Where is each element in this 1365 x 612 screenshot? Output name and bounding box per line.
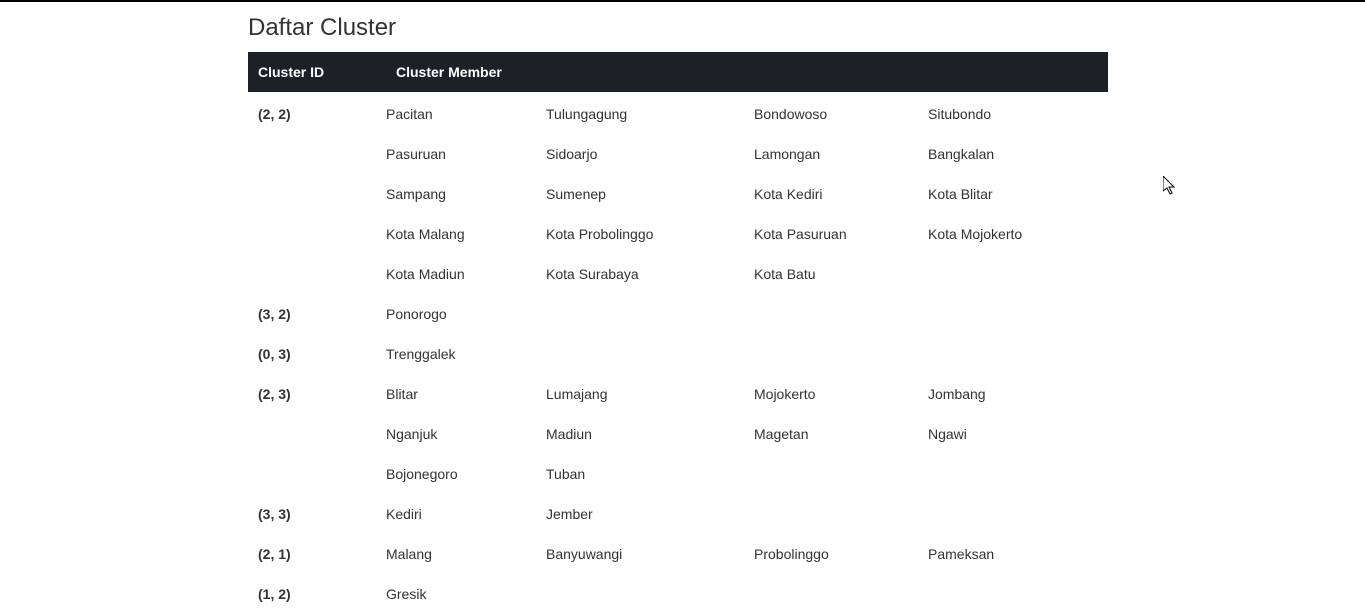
members-grid: Ponorogo bbox=[386, 306, 1108, 332]
member-cell: Tuban bbox=[546, 466, 754, 482]
cluster-id-cell: (2, 2) bbox=[248, 106, 386, 292]
member-cell: Tulungagung bbox=[546, 106, 754, 122]
cluster-row: (3, 2)Ponorogo bbox=[248, 292, 1108, 332]
member-cell: Pasuruan bbox=[386, 146, 546, 162]
member-cell: Kota Malang bbox=[386, 226, 546, 242]
member-cell: Lamongan bbox=[754, 146, 928, 162]
member-cell: Jombang bbox=[928, 386, 1106, 402]
member-cell: Kediri bbox=[386, 506, 546, 522]
members-grid: BlitarLumajangMojokertoJombang NganjukMad… bbox=[386, 386, 1108, 492]
member-cell: Kota Surabaya bbox=[546, 266, 754, 282]
member-cell: Nganjuk bbox=[386, 426, 546, 442]
cluster-id-cell: (0, 3) bbox=[248, 346, 386, 372]
member-cell: Blitar bbox=[386, 386, 546, 402]
cluster-row: (2, 2)PacitanTulungagungBondowosoSitubon… bbox=[248, 92, 1108, 292]
member-cell: Magetan bbox=[754, 426, 928, 442]
cluster-row: (3, 3)KediriJember bbox=[248, 492, 1108, 532]
member-cell: Kota Pasuruan bbox=[754, 226, 928, 242]
clusters-body: (2, 2)PacitanTulungagungBondowosoSitubon… bbox=[248, 92, 1108, 612]
mouse-cursor-icon bbox=[1163, 176, 1177, 196]
member-cell: Kota Probolinggo bbox=[546, 226, 754, 242]
member-cell: Pacitan bbox=[386, 106, 546, 122]
header-cluster-id: Cluster ID bbox=[258, 64, 396, 80]
member-cell: Situbondo bbox=[928, 106, 1106, 122]
main-container: Daftar Cluster Cluster ID Cluster Member… bbox=[248, 2, 1108, 612]
header-cluster-member: Cluster Member bbox=[396, 64, 502, 80]
member-cell: Kota Blitar bbox=[928, 186, 1106, 202]
member-cell: Bojonegoro bbox=[386, 466, 546, 482]
cluster-row: (2, 1)MalangBanyuwangiProbolinggoPameksa… bbox=[248, 532, 1108, 572]
cluster-id-cell: (3, 2) bbox=[248, 306, 386, 332]
cluster-row: (0, 3)Trenggalek bbox=[248, 332, 1108, 372]
cluster-row: (2, 3)BlitarLumajangMojokertoJombang Ngan… bbox=[248, 372, 1108, 492]
member-cell: Sumenep bbox=[546, 186, 754, 202]
cluster-row: (1, 2)Gresik bbox=[248, 572, 1108, 612]
member-cell: Malang bbox=[386, 546, 546, 562]
member-cell: Lumajang bbox=[546, 386, 754, 402]
table-header: Cluster ID Cluster Member bbox=[248, 52, 1108, 92]
member-cell: Kota Mojokerto bbox=[928, 226, 1106, 242]
member-cell: Banyuwangi bbox=[546, 546, 754, 562]
member-cell: Bangkalan bbox=[928, 146, 1106, 162]
members-grid: KediriJember bbox=[386, 506, 1108, 532]
member-cell: Ponorogo bbox=[386, 306, 546, 322]
member-cell: Mojokerto bbox=[754, 386, 928, 402]
cluster-id-cell: (2, 1) bbox=[248, 546, 386, 572]
member-cell: Ngawi bbox=[928, 426, 1106, 442]
cluster-id-cell: (1, 2) bbox=[248, 586, 386, 612]
member-cell: Bondowoso bbox=[754, 106, 928, 122]
member-cell: Gresik bbox=[386, 586, 546, 602]
cluster-id-cell: (2, 3) bbox=[248, 386, 386, 492]
cluster-id-cell: (3, 3) bbox=[248, 506, 386, 532]
member-cell: Sampang bbox=[386, 186, 546, 202]
member-cell: Kota Kediri bbox=[754, 186, 928, 202]
member-cell: Jember bbox=[546, 506, 754, 522]
member-cell: Sidoarjo bbox=[546, 146, 754, 162]
members-grid: Trenggalek bbox=[386, 346, 1108, 372]
member-cell: Probolinggo bbox=[754, 546, 928, 562]
member-cell: Pameksan bbox=[928, 546, 1106, 562]
member-cell: Madiun bbox=[546, 426, 754, 442]
members-grid: MalangBanyuwangiProbolinggoPameksan bbox=[386, 546, 1108, 572]
member-cell: Kota Batu bbox=[754, 266, 928, 282]
member-cell: Kota Madiun bbox=[386, 266, 546, 282]
members-grid: PacitanTulungagungBondowosoSitubondo Pasu… bbox=[386, 106, 1108, 292]
member-cell: Trenggalek bbox=[386, 346, 546, 362]
page-title: Daftar Cluster bbox=[248, 14, 1108, 42]
members-grid: Gresik bbox=[386, 586, 1108, 612]
